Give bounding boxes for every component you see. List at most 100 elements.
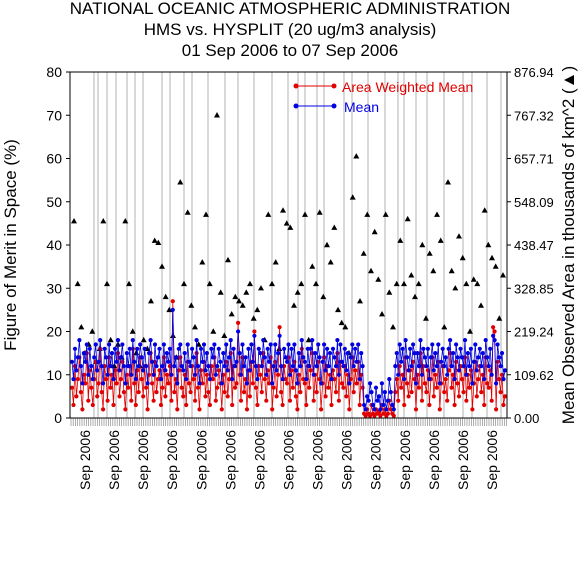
mean-point: [98, 338, 103, 343]
legend-awm-marker: [293, 83, 299, 89]
mean-point: [443, 355, 448, 360]
mean-point: [218, 359, 223, 364]
mean-point: [250, 359, 255, 364]
mean-point: [84, 342, 89, 347]
mean-point: [390, 402, 395, 408]
awm-point: [459, 377, 465, 382]
mean-point: [115, 338, 121, 343]
awm-point: [111, 402, 116, 408]
awm-point: [247, 394, 252, 399]
y2-tick-label: 438.47: [514, 238, 554, 253]
area-weighted-mean-series: [69, 299, 508, 418]
mean-point: [259, 364, 264, 369]
awm-point: [271, 385, 276, 390]
awm-point: [259, 390, 264, 395]
x-tick-label: Sep 2006: [484, 430, 500, 490]
x-tick-label: Sep 2006: [339, 430, 355, 490]
mean-point: [95, 368, 100, 373]
awm-point: [399, 385, 404, 390]
mean-point: [313, 351, 318, 356]
mean-point: [193, 372, 198, 377]
awm-point: [307, 385, 312, 390]
mean-point: [118, 355, 123, 360]
mean-point: [267, 359, 272, 364]
mean-point: [336, 372, 341, 377]
mean-point: [402, 377, 407, 382]
awm-point: [353, 368, 358, 373]
observed-area-point: [269, 280, 275, 287]
mean-point: [308, 346, 313, 351]
mean-point: [129, 372, 134, 377]
awm-point: [200, 381, 205, 386]
x-tick-label: Sep 2006: [455, 430, 471, 490]
mean-point: [351, 364, 356, 369]
y2-tick-label: 109.62: [514, 368, 554, 383]
awm-point: [456, 394, 462, 399]
mean-point: [366, 398, 371, 403]
awm-point: [104, 377, 109, 382]
awm-point: [416, 385, 422, 390]
mean-point: [123, 381, 128, 386]
mean-point: [268, 342, 273, 347]
awm-point: [136, 390, 141, 395]
x-tick-label: Sep 2006: [397, 430, 413, 490]
mean-point: [234, 359, 239, 364]
mean-point: [296, 351, 301, 356]
mean-point: [191, 355, 196, 360]
mean-point: [213, 372, 218, 377]
awm-point: [108, 385, 113, 390]
awm-point: [219, 407, 224, 412]
awm-point: [393, 390, 398, 395]
mean-point: [141, 368, 146, 373]
mean-point: [458, 346, 463, 351]
mean-point: [127, 346, 132, 351]
mean-point: [133, 377, 138, 382]
awm-point: [495, 359, 500, 364]
y-tick-label: 10: [46, 367, 62, 383]
awm-point: [485, 381, 490, 386]
awm-point: [161, 355, 166, 360]
awm-point: [80, 407, 85, 412]
mean-point: [415, 351, 420, 356]
mean-point: [111, 377, 116, 382]
mean-point: [368, 381, 373, 386]
awm-point: [114, 381, 119, 386]
awm-point: [144, 385, 149, 390]
legend-mean-marker: [293, 103, 299, 109]
x-tick-label: Sep 2006: [164, 430, 180, 490]
mean-point: [446, 346, 451, 351]
observed-area-point: [371, 228, 378, 235]
awm-point: [388, 407, 393, 412]
mean-point: [378, 407, 383, 412]
mean-point: [316, 342, 321, 347]
mean-point: [277, 333, 282, 338]
mean-point: [81, 351, 86, 356]
mean-point: [338, 342, 343, 347]
mean-point: [195, 364, 201, 369]
observed-area-point: [129, 328, 136, 334]
observed-area-point: [228, 311, 235, 317]
awm-point: [175, 407, 180, 412]
observed-area-point: [349, 194, 356, 200]
awm-point: [78, 390, 83, 395]
mean-point: [271, 364, 276, 369]
mean-point: [462, 338, 468, 343]
y2-tick-label: 876.94: [514, 65, 554, 80]
awm-point: [126, 385, 131, 390]
mean-point: [102, 346, 107, 351]
legend-mean-marker: [331, 103, 337, 109]
observed-area-point: [324, 241, 330, 248]
mean-point: [342, 346, 347, 351]
observed-area-point: [313, 280, 319, 287]
awm-point: [163, 394, 168, 399]
legend-mean-label: Mean: [344, 99, 379, 115]
mean-point: [279, 364, 284, 369]
mean-point: [434, 364, 439, 369]
mean-point: [384, 407, 389, 412]
observed-area-point: [221, 332, 228, 338]
mean-point: [483, 338, 488, 343]
mean-point: [301, 355, 306, 360]
observed-area-point: [294, 289, 301, 295]
mean-point: [190, 346, 195, 351]
awm-point: [225, 394, 230, 399]
